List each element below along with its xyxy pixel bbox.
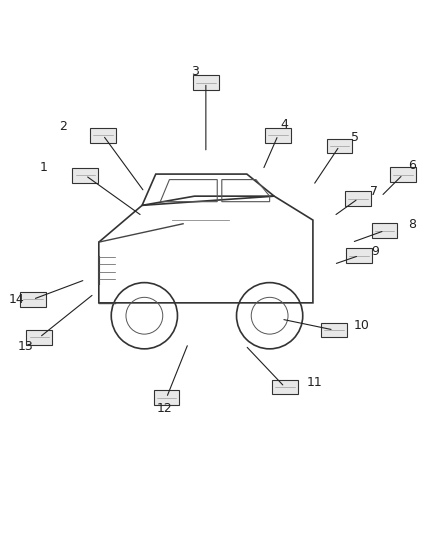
Text: 7: 7 (371, 184, 378, 198)
FancyBboxPatch shape (346, 248, 372, 263)
FancyBboxPatch shape (326, 139, 352, 154)
FancyBboxPatch shape (265, 128, 291, 142)
FancyBboxPatch shape (193, 75, 219, 90)
Text: 5: 5 (351, 131, 359, 144)
Text: 3: 3 (191, 65, 199, 78)
Text: 10: 10 (353, 319, 369, 332)
FancyBboxPatch shape (272, 379, 297, 394)
Text: 8: 8 (408, 219, 416, 231)
Text: 14: 14 (8, 293, 24, 306)
Text: 12: 12 (156, 402, 172, 415)
FancyBboxPatch shape (90, 128, 116, 142)
Text: 1: 1 (40, 161, 48, 174)
FancyBboxPatch shape (153, 391, 180, 405)
Text: 6: 6 (408, 159, 416, 172)
Text: 2: 2 (60, 120, 67, 133)
FancyBboxPatch shape (390, 167, 416, 182)
Text: 4: 4 (281, 118, 289, 131)
Text: 13: 13 (18, 340, 33, 353)
FancyBboxPatch shape (20, 292, 46, 307)
Text: 11: 11 (307, 376, 322, 389)
FancyBboxPatch shape (345, 191, 371, 206)
Text: 9: 9 (371, 245, 379, 257)
FancyBboxPatch shape (26, 330, 53, 345)
FancyBboxPatch shape (73, 168, 98, 183)
FancyBboxPatch shape (371, 223, 398, 238)
FancyBboxPatch shape (321, 322, 347, 337)
